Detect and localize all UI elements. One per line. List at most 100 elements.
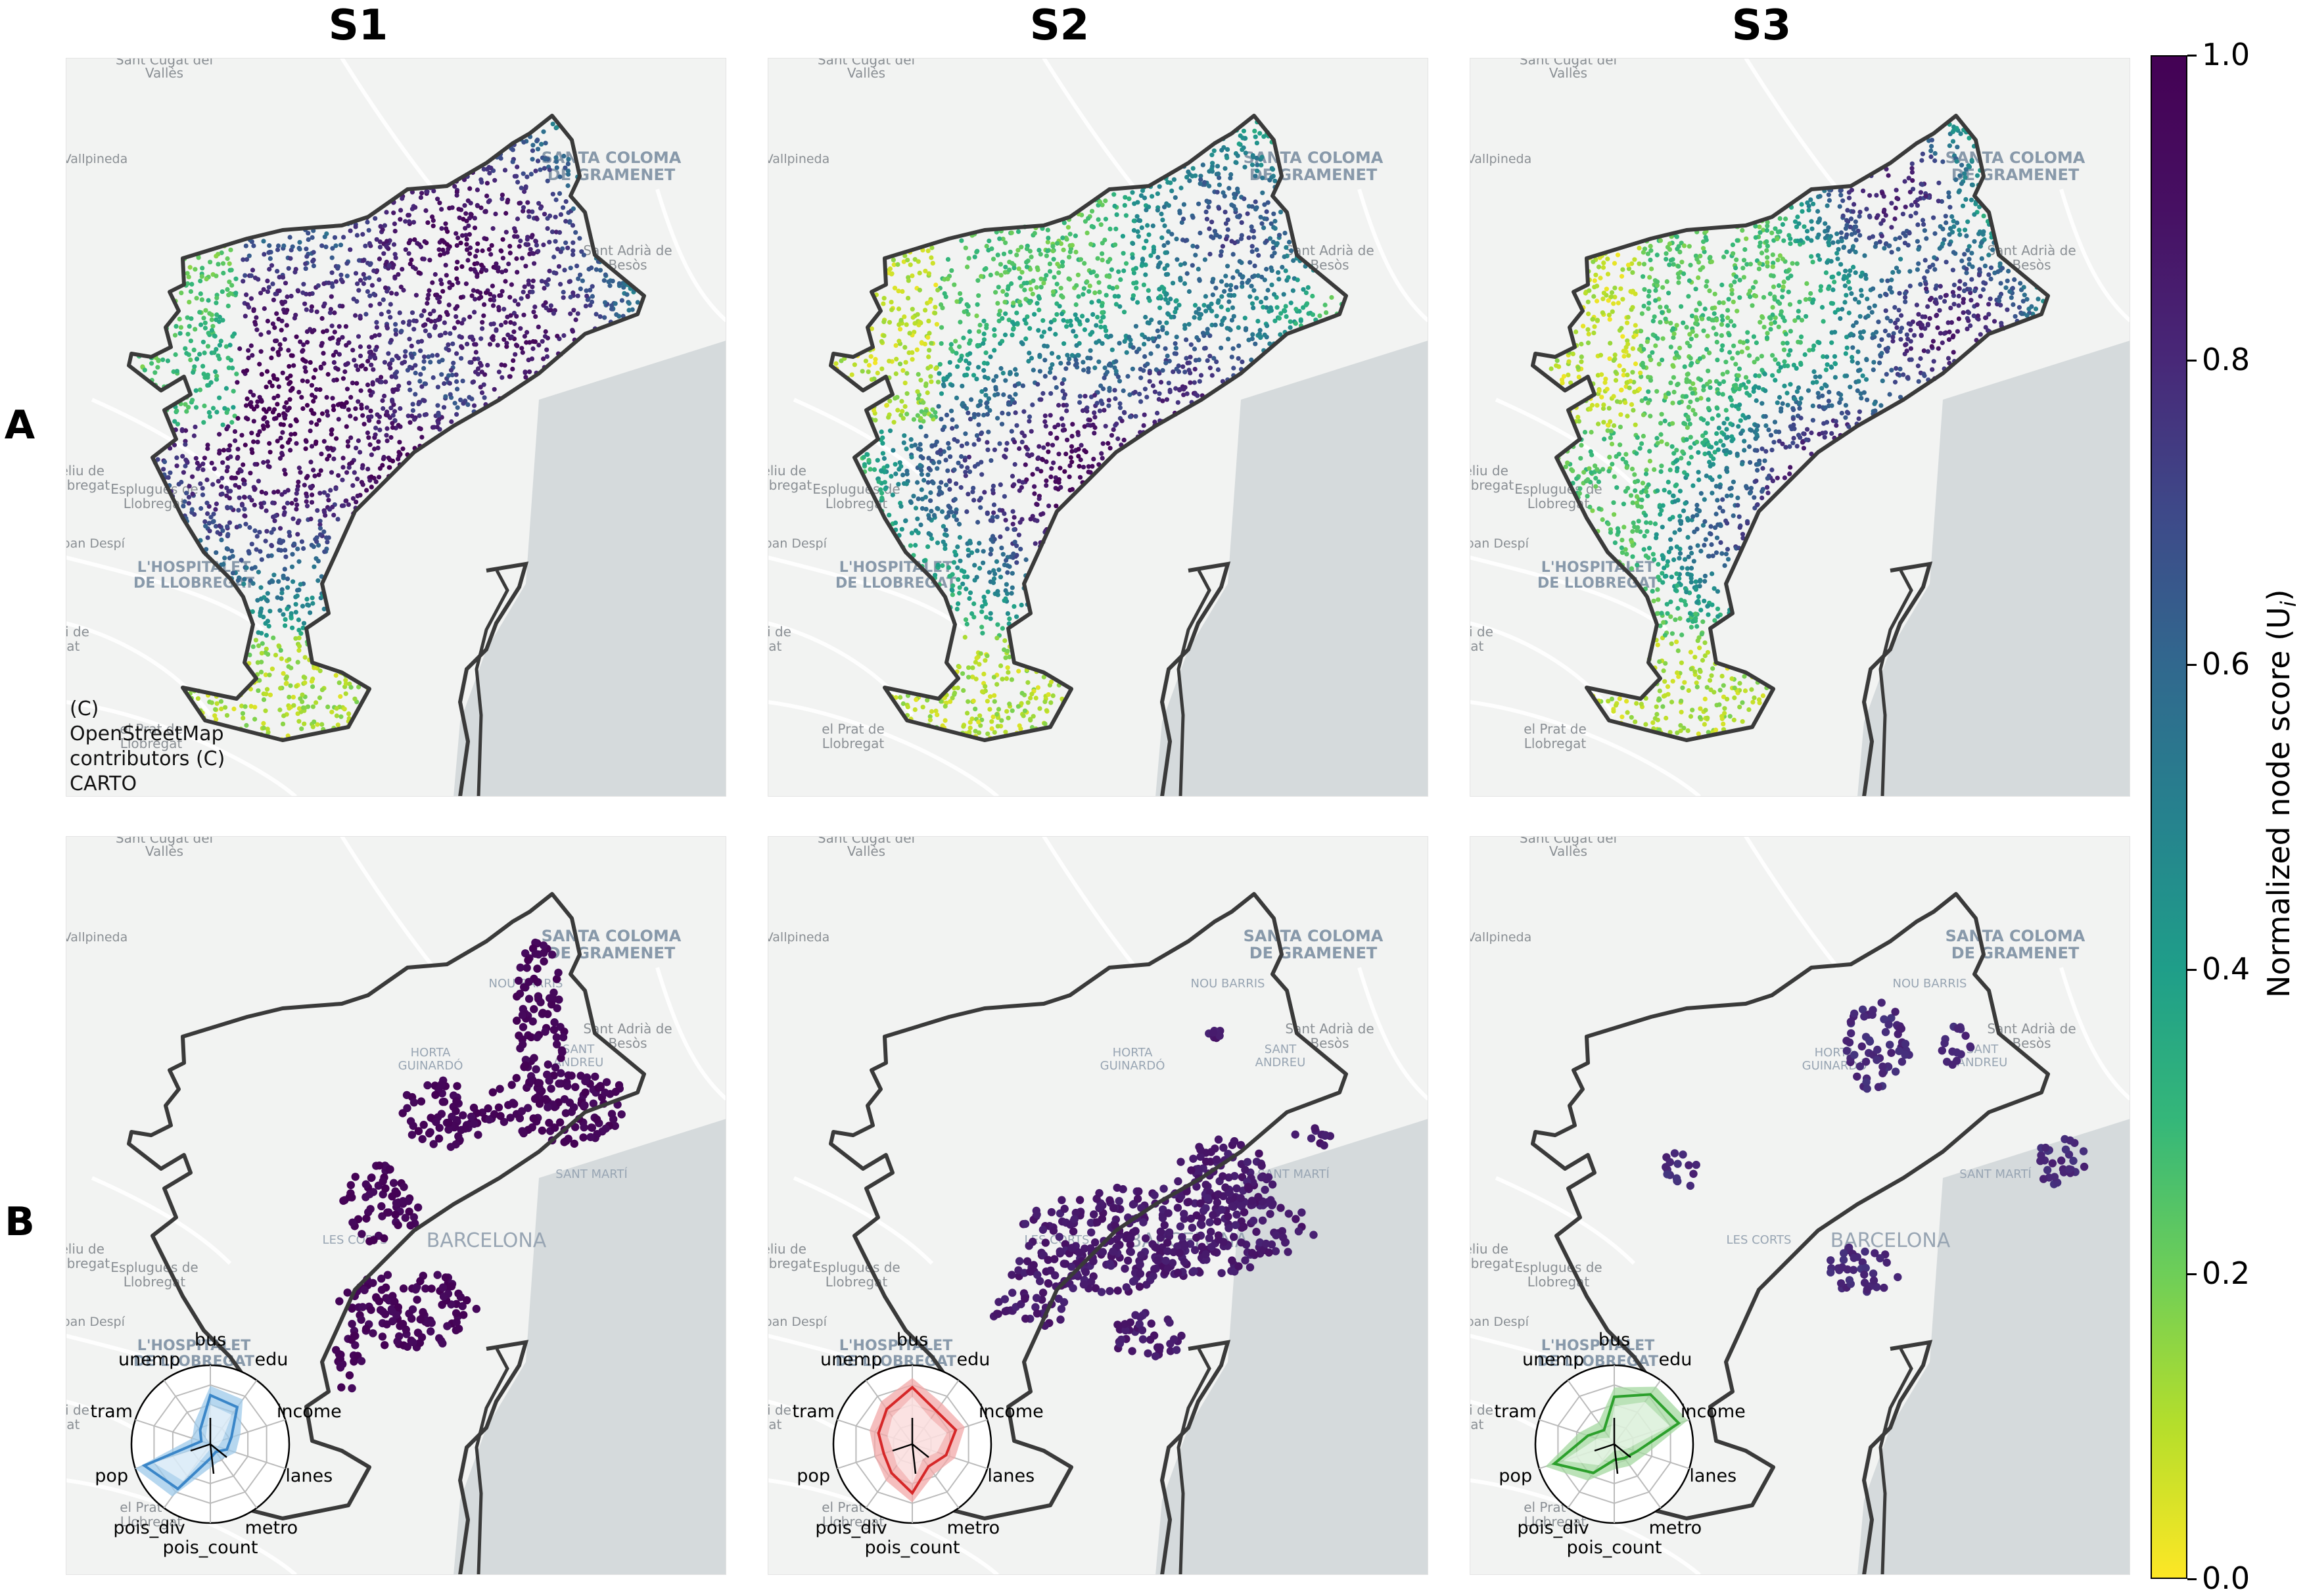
node-point xyxy=(214,716,219,722)
node-point xyxy=(946,504,951,509)
node-point xyxy=(1010,509,1015,514)
node-point xyxy=(972,563,977,568)
node-point xyxy=(1775,475,1780,481)
node-point xyxy=(917,287,922,293)
node-point xyxy=(1102,365,1107,371)
node-point xyxy=(406,251,411,256)
node-point xyxy=(1075,430,1081,435)
node-point xyxy=(1272,225,1278,231)
node-point xyxy=(970,489,975,494)
node-point xyxy=(927,348,932,353)
node-point xyxy=(229,268,234,273)
node-point xyxy=(303,359,308,364)
node-point xyxy=(176,482,181,487)
node-point xyxy=(565,168,571,174)
node-point xyxy=(511,329,517,335)
node-point xyxy=(921,400,926,405)
node-point xyxy=(515,270,520,275)
node-point xyxy=(1009,591,1014,596)
node-point xyxy=(575,311,580,316)
node-point xyxy=(265,726,270,732)
node-point xyxy=(1156,334,1161,339)
node-point xyxy=(933,709,939,714)
node-point xyxy=(299,394,304,400)
node-point xyxy=(289,432,294,437)
node-point xyxy=(291,516,296,521)
node-point xyxy=(1200,331,1206,336)
node-point xyxy=(1726,296,1731,302)
node-point xyxy=(1224,155,1230,160)
node-point xyxy=(609,306,615,312)
node-point xyxy=(425,300,430,306)
node-point xyxy=(1276,233,1282,238)
node-point xyxy=(584,293,590,298)
node-point xyxy=(1024,246,1030,252)
node-point xyxy=(1608,340,1613,346)
node-point xyxy=(989,546,994,552)
node-point xyxy=(174,455,179,461)
node-point xyxy=(1258,214,1263,220)
node-point xyxy=(1750,285,1756,290)
node-point xyxy=(943,703,948,709)
node-point xyxy=(344,273,350,279)
node-point xyxy=(999,718,1004,723)
label-vallpineda: Vallpineda xyxy=(768,152,829,166)
node-point xyxy=(1214,314,1219,319)
node-point xyxy=(1098,222,1104,227)
node-point xyxy=(235,446,241,452)
node-point xyxy=(1194,244,1200,250)
node-point xyxy=(308,610,313,615)
node-point xyxy=(1047,326,1052,332)
node-point xyxy=(261,239,266,244)
node-point xyxy=(201,316,206,321)
node-point xyxy=(162,459,168,465)
node-point xyxy=(966,304,971,309)
node-point xyxy=(1165,300,1171,306)
node-point xyxy=(971,498,977,503)
node-point xyxy=(1685,566,1690,571)
node-point xyxy=(557,174,563,179)
node-point xyxy=(1033,695,1038,701)
node-point xyxy=(442,331,448,336)
node-point xyxy=(1069,353,1075,358)
node-point xyxy=(1211,235,1216,241)
node-point xyxy=(1256,252,1261,258)
node-point xyxy=(1844,218,1850,223)
node-point xyxy=(337,352,342,357)
node-point xyxy=(376,419,381,425)
node-point xyxy=(1932,151,1938,156)
node-point xyxy=(990,515,995,520)
node-point xyxy=(1955,220,1960,225)
node-point xyxy=(480,248,485,254)
node-point xyxy=(1211,356,1217,361)
node-point xyxy=(248,389,253,394)
node-point xyxy=(513,352,518,357)
node-point xyxy=(189,316,194,321)
node-point xyxy=(898,695,903,700)
node-point xyxy=(1130,293,1136,298)
node-point xyxy=(902,381,908,386)
node-point xyxy=(541,356,546,362)
node-point xyxy=(165,358,170,364)
node-point xyxy=(1073,333,1079,339)
node-point xyxy=(1158,379,1164,385)
node-point xyxy=(1146,288,1151,293)
node-point xyxy=(912,442,918,448)
node-point xyxy=(977,713,983,718)
node-point xyxy=(1671,451,1677,456)
node-point xyxy=(360,482,365,487)
node-point xyxy=(217,432,222,437)
node-point xyxy=(512,321,517,327)
node-point xyxy=(185,315,190,320)
node-point xyxy=(988,272,993,277)
node-point xyxy=(879,468,884,473)
node-point xyxy=(1010,708,1015,713)
node-point xyxy=(977,540,982,546)
node-point xyxy=(373,347,378,352)
node-point xyxy=(1612,294,1618,300)
node-point xyxy=(1109,347,1115,352)
node-point xyxy=(206,521,212,526)
node-point xyxy=(1255,162,1260,168)
node-point xyxy=(974,377,979,382)
node-point xyxy=(471,288,477,293)
